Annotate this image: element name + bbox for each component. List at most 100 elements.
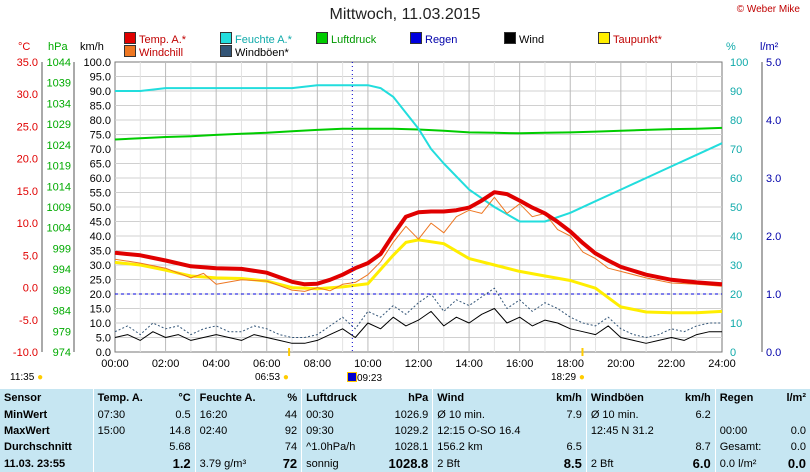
stats-cell: 74 <box>284 441 298 453</box>
wind-tick-label: 15.0 <box>90 304 111 316</box>
pressure-tick-label: 1009 <box>47 202 71 214</box>
stats-cell <box>674 423 716 439</box>
stats-row-label: Durchschnitt <box>4 441 72 453</box>
legend-item-temp: Temp. A.* <box>124 32 186 46</box>
rain-tick-label: 1.0 <box>766 289 781 301</box>
stats-table: Sensor Temp. A. °C Feuchte A. % Luftdruc… <box>0 389 810 472</box>
stats-header-cell: Wind <box>432 389 545 407</box>
pressure-tick-label: 1004 <box>47 223 71 235</box>
stats-cell <box>585 439 674 455</box>
humidity-tick-label: 0 <box>730 347 736 359</box>
stats-cell: 00:30 <box>301 407 374 423</box>
stats-cell: 156.2 km <box>432 439 545 455</box>
humidity-tick-label: 90 <box>730 86 742 98</box>
pressure-tick-label: 1019 <box>47 161 71 173</box>
series-line-feuchte-a <box>115 84 723 223</box>
rain-tick-label: 4.0 <box>766 115 781 127</box>
stats-cell: 1026.9 <box>394 409 429 421</box>
humidity-unit-label: % <box>726 41 736 53</box>
stats-cell: 6.5 <box>566 441 582 453</box>
stats-header-cell: % <box>287 392 298 404</box>
sunset-marker: 18:29 ● <box>551 372 585 383</box>
x-tick-label: 14:00 <box>455 358 483 370</box>
wind-tick-label: 45.0 <box>90 217 111 229</box>
stats-cell <box>714 407 777 423</box>
wind-tick-label: 65.0 <box>90 159 111 171</box>
stats-cell: 12:45 N 31.2 <box>585 423 674 439</box>
wind-tick-label: 80.0 <box>90 115 111 127</box>
stats-cell: 1029.2 <box>394 425 429 437</box>
stats-cell: 16:20 <box>194 407 274 423</box>
stats-cell: 0.0 <box>787 456 806 471</box>
legend-item-humidity: Feuchte A.* <box>220 32 292 46</box>
stats-cell: 1028.1 <box>394 441 429 453</box>
x-tick-label: 04:00 <box>202 358 230 370</box>
rain-tick-label: 5.0 <box>766 57 781 69</box>
humidity-tick-label: 70 <box>730 144 742 156</box>
wind-tick-label: 75.0 <box>90 130 111 142</box>
stats-cell: 72 <box>282 456 298 471</box>
series-line-windchill <box>114 196 723 292</box>
rain-unit-label: l/m² <box>760 41 779 53</box>
stats-cell: 7.9 <box>566 409 582 421</box>
temp-tick-label: 0.0 <box>23 283 38 295</box>
stats-header-row: Sensor Temp. A. °C Feuchte A. % Luftdruc… <box>0 389 810 407</box>
stats-header-cell: Windböen <box>585 389 674 407</box>
stats-cell: 1.2 <box>172 456 191 471</box>
humidity-tick-label: 40 <box>730 231 742 243</box>
stats-cell: 8.7 <box>695 441 711 453</box>
pressure-tick-label: 1039 <box>47 78 71 90</box>
stats-cell: 44 <box>284 409 298 421</box>
legend-swatch-icon <box>124 45 136 57</box>
stats-cell <box>92 455 159 472</box>
sunrise-marker: 06:53 ● <box>255 372 289 383</box>
series-line-temp-a <box>114 190 723 287</box>
stats-cell: ^1.0hPa/h <box>301 439 374 455</box>
stats-row-average: Durchschnitt 5.68 74 ^1.0hPa/h 1028.1 15… <box>0 439 810 455</box>
stats-header-cell: °C <box>178 392 191 404</box>
humidity-tick-label: 20 <box>730 289 742 301</box>
stats-cell: 09:30 <box>301 423 374 439</box>
stats-cell: 0.0 <box>790 425 806 437</box>
stats-header-cell: hPa <box>408 392 429 404</box>
wind-tick-label: 50.0 <box>90 202 111 214</box>
humidity-tick-label: 30 <box>730 260 742 272</box>
rain-tick-label: 2.0 <box>766 231 781 243</box>
stats-cell <box>545 423 587 439</box>
pressure-tick-label: 974 <box>53 347 71 359</box>
wind-tick-label: 35.0 <box>90 246 111 258</box>
stats-cell: sonnig <box>301 455 374 472</box>
wind-tick-label: 30.0 <box>90 260 111 272</box>
x-tick-label: 06:00 <box>253 358 281 370</box>
wind-tick-label: 40.0 <box>90 231 111 243</box>
humidity-tick-label: 100 <box>730 57 748 69</box>
x-tick-label: 00:00 <box>101 358 129 370</box>
stats-cell: 15:00 <box>92 423 159 439</box>
stats-header-cell: Regen <box>714 389 777 407</box>
wind-tick-label: 70.0 <box>90 144 111 156</box>
legend-swatch-icon <box>220 32 232 44</box>
legend-swatch-icon <box>410 32 422 44</box>
stats-cell: 2 Bft <box>432 455 545 472</box>
wind-tick-label: 55.0 <box>90 188 111 200</box>
pressure-tick-label: 1034 <box>47 98 71 110</box>
stats-cell: 3.79 g/m³ <box>194 455 274 472</box>
legend-item-dewpoint: Taupunkt* <box>598 32 662 46</box>
temp-tick-label: 15.0 <box>17 186 38 198</box>
stats-cell: 8.5 <box>563 456 582 471</box>
legend-item-windchill: Windchill <box>124 45 183 59</box>
stats-cell <box>194 439 274 455</box>
stats-row-label: MinWert <box>4 409 48 421</box>
pressure-tick-label: 1029 <box>47 119 71 131</box>
x-tick-label: 24:00 <box>708 358 736 370</box>
series-line-wind <box>114 308 722 344</box>
current-time-label: 11:35 ● <box>10 372 44 383</box>
stats-cell <box>92 439 159 455</box>
copyright-text: © Weber Mike <box>736 4 800 15</box>
humidity-tick-label: 10 <box>730 318 742 330</box>
legend-swatch-icon <box>316 32 328 44</box>
weather-chart: 00:00 02:00 04:00 06:00 08:00 10:00 12:00 14:00… <box>13 57 781 370</box>
temp-tick-label: 20.0 <box>17 154 38 166</box>
chart-title: Mittwoch, 11.03.2015 <box>329 6 481 23</box>
temp-tick-label: 35.0 <box>17 57 38 69</box>
